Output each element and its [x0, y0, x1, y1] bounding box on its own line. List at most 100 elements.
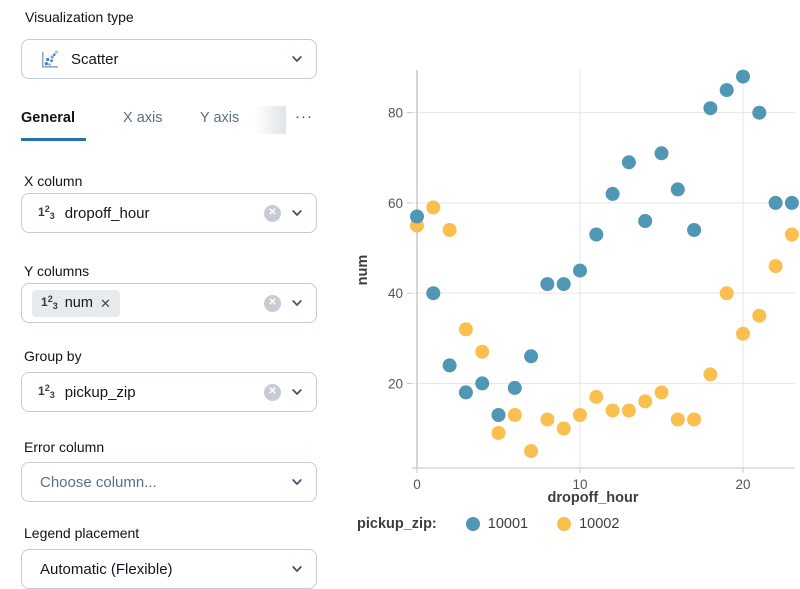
data-point-10002[interactable] — [784, 227, 799, 242]
y-axis-title: num — [355, 255, 371, 286]
data-point-10001[interactable] — [458, 385, 473, 400]
data-point-10001[interactable] — [573, 263, 587, 278]
data-point-10001[interactable] — [768, 195, 783, 210]
data-point-10001[interactable] — [752, 105, 767, 120]
data-point-10002[interactable] — [736, 326, 750, 341]
x-column-select[interactable]: 123 dropoff_hour ✕ — [21, 193, 317, 233]
y-tick-label: 80 — [388, 106, 403, 121]
select-value: dropoff_hour — [64, 204, 150, 222]
data-point-10002[interactable] — [540, 412, 555, 427]
x-axis-title: dropoff_hour — [547, 490, 638, 506]
legend-item-10002[interactable]: 10002 — [557, 516, 619, 532]
data-point-10001[interactable] — [605, 186, 620, 201]
data-point-10002[interactable] — [638, 394, 653, 409]
data-point-10001[interactable] — [556, 277, 571, 292]
data-point-10002[interactable] — [458, 322, 473, 337]
field-label: Y columns — [24, 263, 90, 279]
remove-tag-icon[interactable]: ✕ — [99, 295, 111, 311]
tab-overflow-fade — [254, 106, 286, 134]
x-tick-label: 20 — [735, 477, 750, 492]
data-point-10002[interactable] — [719, 286, 734, 301]
error-column-select[interactable]: Choose column... — [21, 462, 317, 502]
data-point-10002[interactable] — [426, 200, 441, 215]
legend-placement-select[interactable]: Automatic (Flexible) — [21, 549, 317, 589]
data-point-10002[interactable] — [507, 408, 522, 422]
data-point-10001[interactable] — [784, 195, 799, 210]
tag-label: num — [64, 295, 93, 311]
tab-general[interactable]: General — [21, 110, 75, 126]
x-tick-label: 0 — [413, 477, 421, 492]
data-point-10001[interactable] — [540, 277, 555, 292]
y-tick-label: 20 — [388, 376, 403, 391]
data-point-10001[interactable] — [442, 358, 457, 373]
legend-title: pickup_zip: — [357, 516, 437, 532]
data-point-10002[interactable] — [589, 389, 604, 404]
select-value: pickup_zip — [64, 383, 136, 401]
data-point-10001[interactable] — [589, 227, 604, 242]
data-point-10002[interactable] — [687, 412, 702, 427]
data-point-10002[interactable] — [703, 367, 718, 382]
field-label: Group by — [24, 348, 82, 364]
data-point-10001[interactable] — [736, 69, 750, 84]
chevron-down-icon — [292, 389, 302, 395]
y-columns-select[interactable]: 123 num ✕ ✕ — [21, 283, 317, 323]
tab-y-axis[interactable]: Y axis — [200, 110, 240, 126]
data-point-10002[interactable] — [670, 412, 685, 427]
field-label: X column — [24, 173, 83, 189]
legend-item-10001[interactable]: 10001 — [465, 516, 528, 532]
data-point-10002[interactable] — [605, 403, 620, 418]
select-placeholder: Choose column... — [40, 473, 157, 491]
data-point-10002[interactable] — [573, 408, 587, 422]
legend-swatch-icon — [465, 517, 480, 531]
field-label: Error column — [24, 439, 105, 455]
viz-type-label: Visualization type — [25, 9, 134, 25]
data-point-10002[interactable] — [768, 259, 783, 274]
numeric-column-icon: 123 — [38, 204, 55, 221]
clear-icon[interactable]: ✕ — [264, 204, 281, 222]
legend-swatch-icon — [557, 517, 572, 531]
data-point-10002[interactable] — [475, 344, 490, 359]
data-point-10002[interactable] — [752, 308, 767, 323]
chevron-down-icon — [292, 479, 302, 485]
chevron-down-icon — [292, 300, 302, 306]
numeric-column-icon: 123 — [41, 294, 58, 311]
data-point-10001[interactable] — [426, 286, 441, 301]
data-point-10001[interactable] — [524, 349, 539, 364]
chart-legend: pickup_zip: 10001 10002 — [340, 516, 800, 532]
data-point-10002[interactable] — [524, 444, 539, 459]
data-point-10002[interactable] — [654, 385, 669, 400]
scatter-chart-icon — [41, 50, 59, 68]
viz-type-select[interactable]: Scatter — [21, 39, 317, 79]
data-point-10001[interactable] — [507, 380, 522, 395]
field-label: Legend placement — [24, 525, 140, 541]
numeric-column-icon: 123 — [38, 383, 55, 400]
clear-icon[interactable]: ✕ — [264, 294, 281, 312]
data-point-10002[interactable] — [621, 403, 636, 418]
data-point-10002[interactable] — [556, 421, 571, 436]
y-tick-label: 40 — [388, 286, 403, 301]
data-point-10002[interactable] — [491, 426, 506, 440]
x-tick-label: 10 — [572, 477, 587, 492]
select-value: Automatic (Flexible) — [40, 560, 173, 578]
data-point-10001[interactable] — [621, 155, 636, 170]
data-point-10001[interactable] — [703, 101, 718, 116]
data-point-10001[interactable] — [491, 408, 506, 422]
data-point-10001[interactable] — [475, 376, 490, 391]
group-by-select[interactable]: 123 pickup_zip ✕ — [21, 372, 317, 412]
y-tick-label: 60 — [388, 196, 403, 211]
column-tag[interactable]: 123 num ✕ — [32, 289, 120, 317]
more-tabs-button[interactable]: ··· — [291, 108, 313, 125]
data-point-10001[interactable] — [719, 83, 734, 98]
data-point-10001[interactable] — [670, 182, 685, 197]
data-point-10001[interactable] — [654, 146, 669, 161]
clear-icon[interactable]: ✕ — [264, 383, 281, 401]
scatter-plot[interactable]: 20 40 60 80 0 10 20 num dropoff_hour — [340, 0, 800, 512]
data-point-10001[interactable] — [410, 209, 424, 224]
data-point-10001[interactable] — [687, 223, 702, 237]
chevron-down-icon — [292, 210, 302, 216]
chevron-down-icon — [292, 566, 302, 572]
tab-x-axis[interactable]: X axis — [123, 110, 163, 126]
scatter-plot-panel: 20 40 60 80 0 10 20 num dropoff_hour pickup_zip:… — [340, 0, 800, 586]
data-point-10002[interactable] — [442, 223, 457, 237]
data-point-10001[interactable] — [638, 214, 653, 228]
